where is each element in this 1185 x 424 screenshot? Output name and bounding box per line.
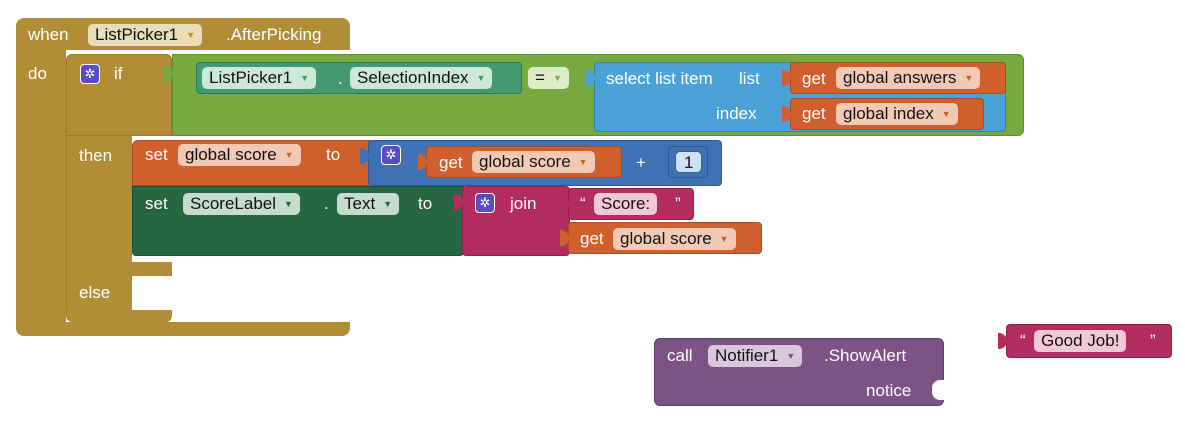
property-dropdown[interactable]: SelectionIndex ▼ — [350, 67, 493, 89]
triangle-down-icon[interactable]: ▼ — [578, 157, 588, 167]
notifier-component-label: Notifier1 — [715, 346, 779, 365]
set-label-set-label: set — [145, 194, 168, 213]
text-score-value: Score: — [601, 194, 651, 213]
triangle-down-icon[interactable]: ▼ — [552, 73, 562, 83]
text-good-job-block[interactable] — [1006, 324, 1172, 358]
global-answers-dropdown[interactable]: global answers ▼ — [836, 67, 981, 89]
text-property-label: Text — [344, 194, 376, 213]
triangle-down-icon[interactable]: ▼ — [284, 150, 294, 160]
good-job-quote-open: “ — [1020, 331, 1026, 350]
select-list-item-label: select list item — [606, 69, 713, 88]
text-score-field[interactable]: Score: — [594, 193, 658, 215]
set-score-to-label: to — [326, 145, 341, 164]
event-block-footer — [16, 322, 350, 336]
triangle-down-icon[interactable]: ▼ — [476, 73, 486, 83]
gear-icon[interactable]: ✲ — [381, 145, 401, 165]
set-score-set-label: set — [145, 145, 168, 164]
text-score-quote-open: “ — [580, 194, 586, 213]
join-global-score-dropdown[interactable]: global score ▼ — [613, 228, 736, 250]
set-label-to-label: to — [418, 194, 433, 213]
triangle-down-icon[interactable]: ▼ — [941, 109, 951, 119]
compare-operator-dropdown[interactable]: = ▼ — [528, 67, 569, 89]
listpicker-component-label: ListPicker1 — [95, 25, 179, 44]
then-label: then — [79, 146, 113, 165]
gear-icon[interactable]: ✲ — [475, 193, 495, 213]
triangle-down-icon[interactable]: ▼ — [964, 73, 974, 83]
scorelabel-component-dropdown[interactable]: ScoreLabel ▼ — [183, 193, 300, 215]
event-block-body — [16, 50, 66, 324]
else-label: else — [79, 283, 111, 302]
triangle-down-icon[interactable]: ▼ — [786, 351, 796, 361]
triangle-down-icon[interactable]: ▼ — [383, 199, 393, 209]
math-add-plug — [360, 148, 369, 164]
good-job-field[interactable]: Good Job! — [1034, 330, 1127, 352]
get-global-score-label: global score — [479, 152, 571, 171]
get-global-score-plug — [418, 154, 427, 170]
good-job-quote-close: ” — [1150, 331, 1156, 350]
set-global-score-dropdown[interactable]: global score ▼ — [178, 144, 301, 166]
triangle-down-icon[interactable]: ▼ — [186, 30, 196, 40]
good-job-value: Good Job! — [1041, 331, 1120, 350]
text-good-job-plug — [998, 333, 1007, 349]
get-global-answers-label: get — [802, 69, 826, 88]
notice-socket[interactable] — [932, 380, 944, 400]
global-index-dropdown[interactable]: global index ▼ — [836, 103, 958, 125]
triangle-down-icon[interactable]: ▼ — [284, 199, 293, 209]
notifier-method-label: .ShowAlert — [824, 346, 907, 365]
do-label: do — [28, 64, 47, 83]
notice-label: notice — [866, 381, 912, 400]
compare-block-plug — [164, 66, 173, 82]
join-block-plug — [454, 194, 463, 210]
join-label: join — [510, 194, 537, 213]
if-block-spine — [66, 136, 132, 316]
get-global-index-plug — [782, 106, 791, 122]
global-index-label: global index — [843, 104, 934, 123]
get-global-index-label: get — [802, 104, 826, 123]
plus-operator: + — [636, 153, 646, 172]
when-label: when — [28, 25, 69, 44]
get-global-answers-plug — [782, 70, 791, 86]
get-score-get-label: get — [439, 153, 463, 172]
text-property-dropdown[interactable]: Text ▼ — [337, 193, 400, 215]
listpicker-component-dropdown[interactable]: ListPicker1 ▼ — [88, 24, 203, 46]
text-score-quote-close: ” — [675, 194, 681, 213]
text-score-plug — [560, 196, 569, 212]
join-get-label: get — [580, 229, 604, 248]
triangle-down-icon[interactable]: ▼ — [300, 73, 310, 83]
set-global-score-label: global score — [185, 145, 277, 164]
select-list-list-label: list — [739, 69, 760, 88]
getter-dot: . — [338, 69, 343, 88]
if-block-bottom — [66, 310, 172, 322]
event-name-label: .AfterPicking — [226, 25, 322, 44]
else-slot-stub[interactable] — [132, 262, 172, 276]
global-answers-label: global answers — [843, 68, 957, 87]
scorelabel-component-label: ScoreLabel — [190, 194, 277, 213]
compare-operator-label: = — [535, 68, 545, 87]
if-label: if — [114, 64, 123, 83]
triangle-down-icon[interactable]: ▼ — [719, 234, 729, 244]
join-get-global-score-plug — [560, 230, 569, 246]
set-label-dot: . — [324, 194, 329, 213]
select-list-index-label: index — [716, 104, 757, 123]
call-label: call — [667, 346, 693, 365]
gear-icon[interactable]: ✲ — [80, 64, 100, 84]
select-list-item-plug — [586, 70, 595, 86]
getter-component-label: ListPicker1 — [209, 68, 293, 87]
get-global-score-dropdown[interactable]: global score ▼ — [472, 151, 595, 173]
number-value[interactable]: 1 — [675, 151, 703, 173]
property-label: SelectionIndex — [357, 68, 469, 87]
join-global-score-label: global score — [620, 229, 712, 248]
getter-component-dropdown[interactable]: ListPicker1 ▼ — [202, 67, 317, 89]
notifier-component-dropdown[interactable]: Notifier1 ▼ — [708, 345, 803, 367]
